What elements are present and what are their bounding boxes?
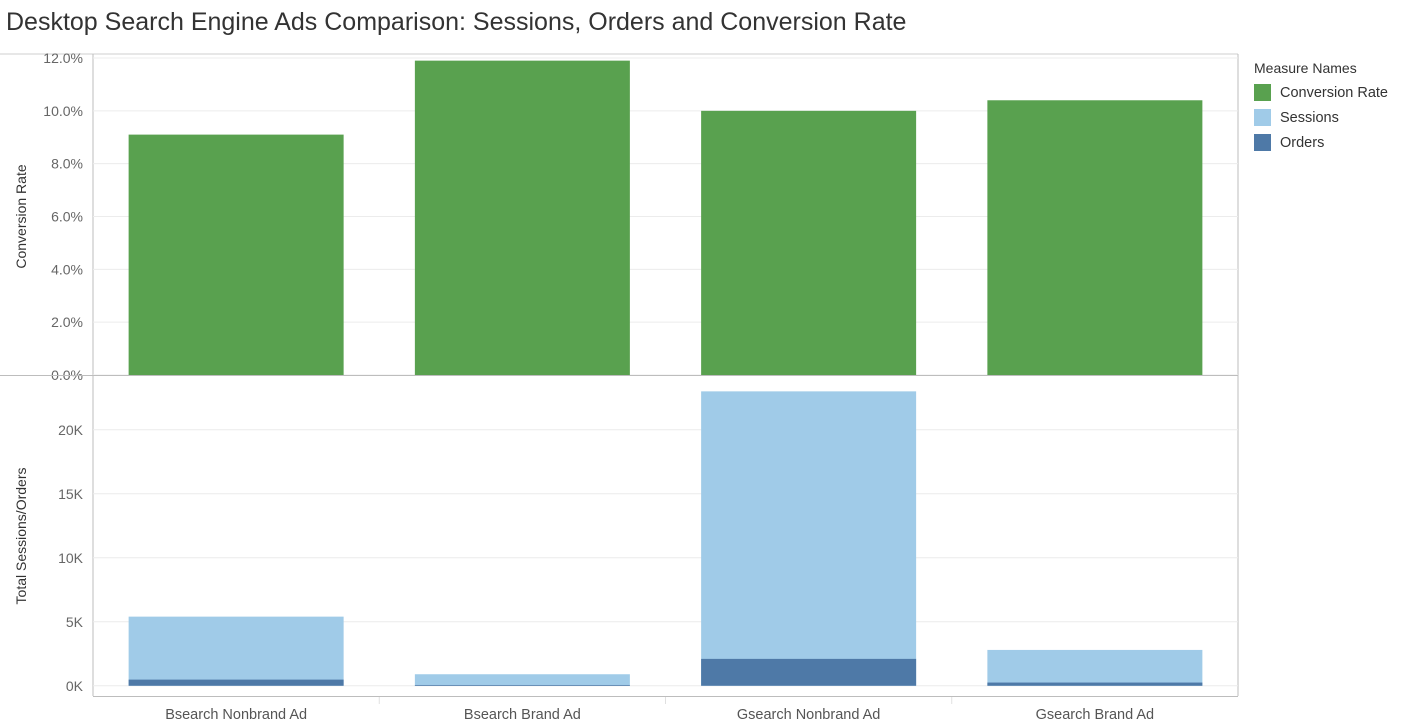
bar-orders (414, 684, 630, 686)
y-tick-label: 8.0% (51, 156, 83, 172)
y-tick-label: 12.0% (43, 50, 83, 66)
legend-item-orders[interactable]: Orders (1254, 130, 1388, 155)
bar-conversion-rate (987, 100, 1203, 376)
bar-sessions (414, 674, 630, 686)
x-tick-label: Bsearch Nonbrand Ad (165, 707, 307, 723)
bar-conversion-rate (414, 60, 630, 376)
y-tick-label: 2.0% (51, 314, 83, 330)
bar-sessions (987, 649, 1203, 686)
chart-title: Desktop Search Engine Ads Comparison: Se… (6, 8, 907, 36)
legend-swatch-conversion-rate (1254, 84, 1271, 101)
bar-orders (987, 682, 1203, 686)
y-axis-title: Total Sessions/Orders (13, 468, 29, 605)
legend-item-sessions[interactable]: Sessions (1254, 105, 1388, 130)
y-tick-label: 10.0% (43, 103, 83, 119)
bar-conversion-rate (128, 134, 344, 375)
bar-orders (128, 679, 344, 686)
x-tick-label: Gsearch Brand Ad (1036, 707, 1155, 723)
legend-item-conversion-rate[interactable]: Conversion Rate (1254, 80, 1388, 105)
y-axis-title: Conversion Rate (13, 164, 29, 268)
y-tick-label: 10K (58, 550, 84, 566)
bar-conversion-rate (701, 110, 917, 375)
y-tick-label: 4.0% (51, 261, 83, 277)
x-tick-label: Bsearch Brand Ad (464, 707, 581, 723)
bar-sessions (701, 391, 917, 686)
legend-label: Conversion Rate (1280, 84, 1388, 101)
bar-orders (701, 658, 917, 686)
y-tick-label: 6.0% (51, 209, 83, 225)
y-tick-label: 0K (66, 678, 84, 694)
y-tick-label: 20K (58, 422, 84, 438)
bar-sessions (128, 616, 344, 686)
legend: Measure Names Conversion Rate Sessions O… (1254, 60, 1388, 155)
legend-swatch-orders (1254, 134, 1271, 151)
y-tick-label: 15K (58, 486, 84, 502)
legend-label: Sessions (1280, 109, 1339, 126)
legend-label: Orders (1280, 134, 1325, 151)
y-tick-label: 5K (66, 614, 84, 630)
x-tick-label: Gsearch Nonbrand Ad (737, 707, 880, 723)
legend-title: Measure Names (1254, 60, 1357, 76)
legend-swatch-sessions (1254, 109, 1271, 126)
